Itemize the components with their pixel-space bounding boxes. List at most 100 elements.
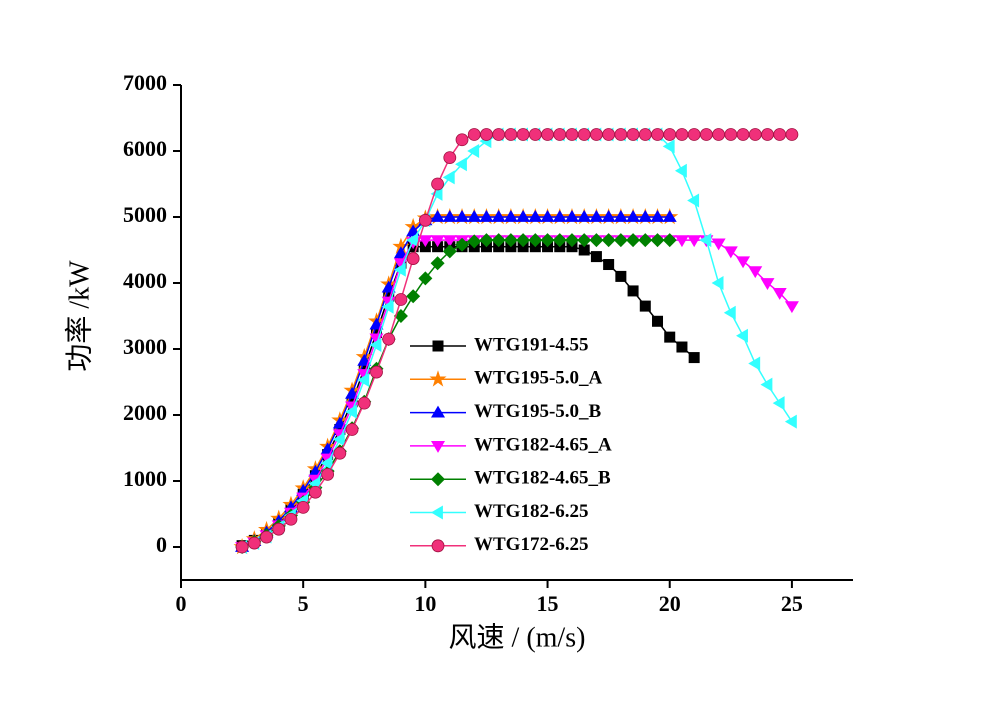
marker <box>406 233 419 248</box>
x-tick-label: 15 <box>537 591 559 616</box>
y-axis-label: 功率 /kW <box>63 260 95 372</box>
marker <box>674 163 687 178</box>
marker <box>590 251 602 263</box>
marker <box>431 177 444 191</box>
marker <box>516 128 530 141</box>
marker <box>235 540 249 554</box>
marker <box>650 233 665 248</box>
marker <box>577 210 592 222</box>
marker <box>406 289 421 304</box>
marker <box>785 128 799 141</box>
marker <box>381 299 394 314</box>
marker <box>676 341 688 353</box>
marker <box>320 456 333 471</box>
marker <box>760 377 773 392</box>
marker <box>674 235 689 248</box>
y-tick-label: 7000 <box>123 70 167 95</box>
marker <box>467 128 481 141</box>
marker <box>687 235 702 248</box>
y-tick-label: 3000 <box>123 334 167 359</box>
marker <box>687 128 701 141</box>
marker <box>357 373 370 388</box>
marker <box>748 266 763 279</box>
x-tick-label: 20 <box>659 591 681 616</box>
marker <box>699 233 712 248</box>
marker <box>479 210 494 222</box>
marker <box>492 128 506 141</box>
marker <box>711 276 724 290</box>
marker <box>528 210 543 222</box>
legend-label: WTG172-6.25 <box>474 534 589 555</box>
marker <box>442 235 457 248</box>
marker <box>455 210 470 222</box>
marker <box>296 500 310 514</box>
x-tick-label: 25 <box>781 591 803 616</box>
marker <box>663 128 677 141</box>
marker <box>652 315 664 327</box>
legend-label: WTG182-6.25 <box>474 501 589 522</box>
marker <box>723 246 738 259</box>
legend-label: WTG195-5.0_B <box>474 401 602 422</box>
marker <box>516 233 531 248</box>
marker <box>443 151 457 165</box>
marker <box>431 539 445 553</box>
marker <box>370 327 382 338</box>
marker <box>626 233 641 248</box>
marker <box>761 128 774 141</box>
marker <box>760 278 775 290</box>
marker <box>345 404 357 419</box>
marker <box>540 210 555 222</box>
marker <box>638 128 652 141</box>
marker <box>577 128 591 141</box>
marker <box>773 128 787 141</box>
marker <box>418 213 432 227</box>
marker <box>491 233 506 248</box>
marker <box>455 157 467 172</box>
marker <box>455 237 470 252</box>
marker <box>603 259 615 271</box>
marker <box>393 262 406 277</box>
marker <box>442 244 457 259</box>
y-tick-label: 6000 <box>123 136 167 161</box>
legend-label: WTG182-4.65_A <box>474 434 612 455</box>
marker <box>626 128 640 141</box>
marker <box>430 256 445 271</box>
marker <box>723 305 736 320</box>
marker <box>540 233 555 248</box>
marker <box>333 446 347 460</box>
marker <box>552 233 567 248</box>
marker <box>332 432 345 447</box>
marker <box>418 271 433 286</box>
marker <box>260 530 273 544</box>
y-tick-label: 1000 <box>123 466 167 491</box>
marker <box>626 210 641 222</box>
marker <box>383 290 395 302</box>
marker <box>430 235 445 248</box>
marker <box>650 210 665 222</box>
marker <box>406 252 420 265</box>
marker <box>503 233 518 248</box>
x-tick-label: 5 <box>298 591 309 616</box>
marker <box>564 210 579 222</box>
marker <box>393 246 408 259</box>
y-tick-label: 4000 <box>123 268 167 293</box>
x-tick-label: 0 <box>176 591 187 616</box>
marker <box>467 144 480 158</box>
marker <box>429 370 447 387</box>
marker <box>358 363 370 375</box>
marker <box>392 237 410 254</box>
marker <box>431 405 445 418</box>
legend-label: WTG191-4.55 <box>474 334 589 355</box>
marker <box>479 233 494 248</box>
marker <box>784 414 797 429</box>
x-axis-label: 风速 / (m/s) <box>449 622 586 653</box>
marker <box>615 270 627 282</box>
marker <box>724 128 738 141</box>
marker <box>491 210 506 222</box>
marker <box>602 128 616 141</box>
marker <box>687 193 700 208</box>
marker <box>382 332 396 346</box>
marker <box>381 296 396 309</box>
